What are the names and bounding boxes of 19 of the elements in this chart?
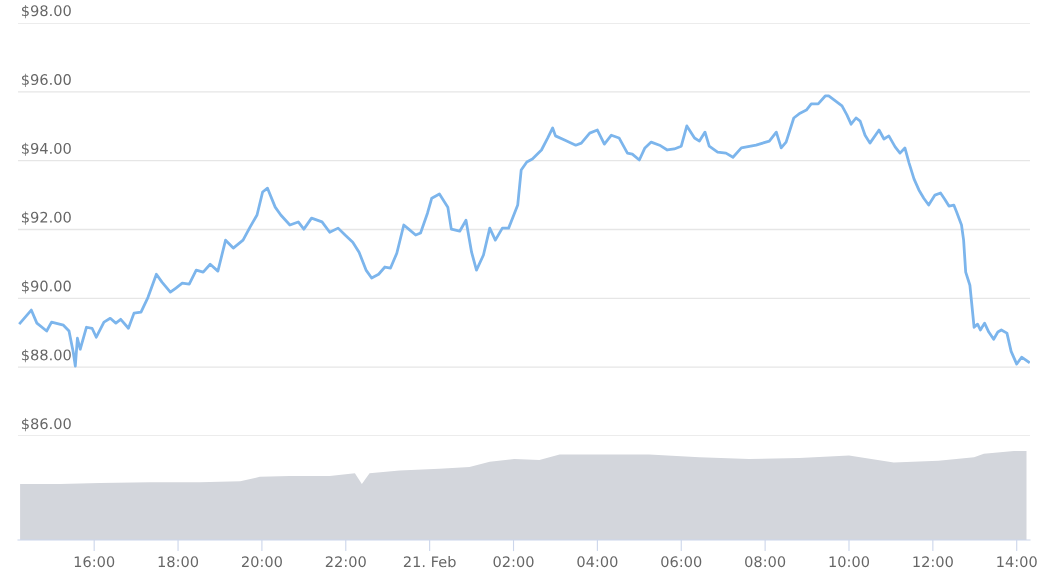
y-tick-label: $90.00	[21, 280, 71, 294]
x-tick-label: 12:00	[913, 556, 953, 568]
x-tick-label: 22:00	[325, 556, 366, 568]
y-tick-label: $92.00	[21, 211, 71, 225]
x-tick-label: 14:00	[997, 556, 1037, 568]
x-tick-label: 06:00	[661, 556, 702, 568]
y-tick-label: $94.00	[21, 142, 71, 156]
y-tick-label: $96.00	[21, 73, 71, 88]
x-tick-label: 02:00	[493, 556, 534, 568]
y-tick-label: $88.00	[21, 349, 71, 363]
x-tick-label: 04:00	[577, 556, 618, 568]
x-tick-label: 08:00	[745, 556, 786, 568]
y-tick-label: $86.00	[21, 417, 71, 432]
y-tick-label: $98.00	[21, 4, 71, 19]
x-tick-label: 16:00	[74, 556, 115, 568]
x-tick-label: 21. Feb	[403, 555, 456, 568]
x-tick-label: 20:00	[241, 556, 282, 568]
x-tick-label: 10:00	[829, 556, 870, 568]
x-tick-label: 18:00	[158, 556, 199, 568]
